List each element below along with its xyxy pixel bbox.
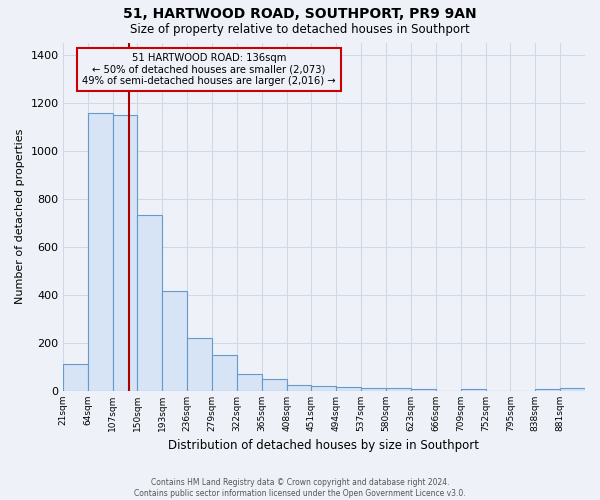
Bar: [113, 114, 137, 390]
Bar: [361, 388, 386, 390]
Bar: [88, 114, 113, 390]
Bar: [163, 291, 187, 390]
Text: 51 HARTWOOD ROAD: 136sqm
← 50% of detached houses are smaller (2,073)
49% of sem: 51 HARTWOOD ROAD: 136sqm ← 50% of detach…: [82, 53, 336, 86]
Text: Contains HM Land Registry data © Crown copyright and database right 2024.
Contai: Contains HM Land Registry data © Crown c…: [134, 478, 466, 498]
Text: Size of property relative to detached houses in Southport: Size of property relative to detached ho…: [130, 22, 470, 36]
Bar: [237, 374, 262, 390]
Bar: [137, 216, 163, 390]
Bar: [560, 388, 585, 390]
Bar: [337, 387, 361, 390]
Bar: [187, 338, 212, 390]
X-axis label: Distribution of detached houses by size in Southport: Distribution of detached houses by size …: [169, 440, 479, 452]
Bar: [212, 354, 237, 390]
Bar: [262, 378, 287, 390]
Bar: [311, 386, 337, 390]
Text: 51, HARTWOOD ROAD, SOUTHPORT, PR9 9AN: 51, HARTWOOD ROAD, SOUTHPORT, PR9 9AN: [123, 8, 477, 22]
Bar: [287, 384, 311, 390]
Bar: [63, 364, 88, 390]
Y-axis label: Number of detached properties: Number of detached properties: [15, 129, 25, 304]
Bar: [386, 388, 411, 390]
